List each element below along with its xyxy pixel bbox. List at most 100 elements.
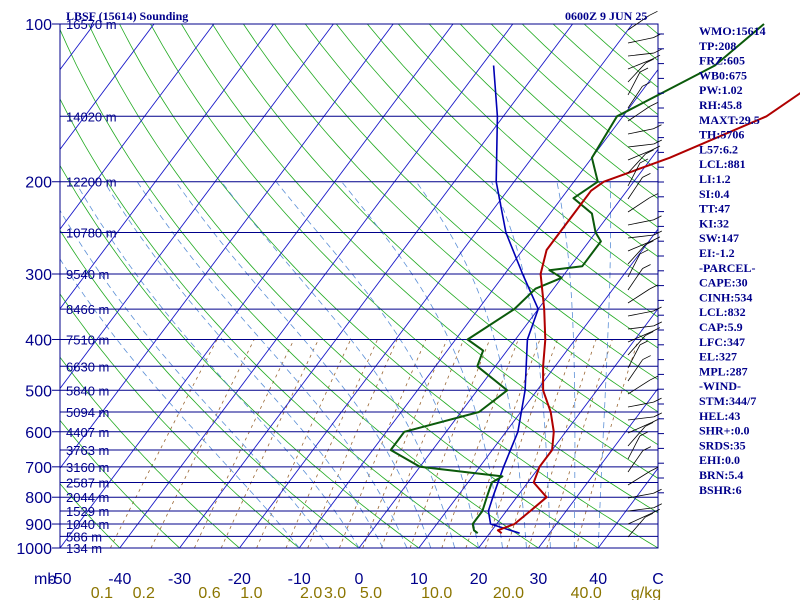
wind-barbs	[627, 10, 663, 538]
mixing-ratio-label: 0.1	[91, 585, 113, 600]
height-label: 1040 m	[66, 517, 109, 532]
height-label: 4407 m	[66, 425, 109, 440]
temperature-tick-label: 40	[589, 571, 607, 588]
wind-barb-flag	[639, 158, 649, 164]
moist-adiabat	[175, 181, 432, 548]
labels-layer: LBSF (15614) Sounding 0600Z 9 JUN 25 100…	[16, 9, 663, 600]
stability-index-entry: STM:344/7	[699, 394, 756, 408]
wind-barb-staff	[627, 517, 646, 538]
isotherm	[418, 228, 658, 548]
wind-barb-flag	[649, 284, 659, 290]
pressure-tick-label: 700	[25, 460, 52, 477]
dry-adiabat	[150, 24, 658, 514]
temperature-trace	[496, 92, 800, 534]
dry-adiabat	[60, 483, 121, 548]
wind-barb-staff	[627, 149, 653, 161]
stability-index-entry: MAXT:29.5	[699, 113, 760, 127]
mixing-ratio-label: 20.0	[493, 585, 524, 600]
wind-barb-flag	[639, 67, 649, 73]
wind-barb-staff	[627, 512, 652, 525]
moist-adiabat	[597, 181, 612, 548]
temperature-tick-label: -30	[168, 571, 191, 588]
stability-index-entry: SRDS:35	[699, 438, 746, 452]
height-label: 6630 m	[66, 359, 109, 374]
isotherm	[538, 387, 658, 548]
wind-barb-staff	[627, 162, 641, 187]
dry-adiabat	[60, 293, 300, 548]
temperature-tick-label: C	[652, 571, 664, 588]
stability-index-entry: TT:47	[699, 202, 730, 216]
mixing-ratio-label: 3.0	[324, 585, 346, 600]
stability-index-entry: L57:6.2	[699, 142, 738, 156]
height-label: 16570 m	[66, 17, 117, 32]
wind-barb-staff	[627, 244, 646, 265]
height-label: 3763 m	[66, 443, 109, 458]
mixing-ratio-label: 0.2	[133, 585, 155, 600]
isotherm	[60, 24, 215, 230]
wind-barb-staff	[627, 492, 654, 499]
height-label: 12200 m	[66, 175, 117, 190]
wind-barb-flag	[653, 306, 662, 312]
chart-title: LBSF (15614) Sounding	[66, 9, 188, 23]
dry-adiabat	[397, 24, 658, 258]
stability-index-entry: PW:1.02	[699, 83, 743, 97]
wind-barb-staff	[627, 426, 646, 447]
wind-barb-staff	[627, 359, 644, 382]
dry-adiabat	[60, 356, 241, 548]
wind-barb-staff	[627, 331, 653, 343]
wind-barb-staff	[627, 58, 653, 70]
stability-index-entry: WB0:675	[699, 68, 747, 82]
wind-barb-flag	[651, 236, 661, 242]
dry-adiabat	[366, 24, 658, 288]
pressure-tick-label: 500	[25, 383, 52, 400]
height-label: 5840 m	[66, 383, 109, 398]
height-label: 134 m	[66, 541, 102, 556]
height-label: 7510 m	[66, 332, 109, 347]
wind-barb-staff	[627, 62, 647, 83]
wind-barb-staff	[627, 143, 654, 148]
stability-index-entry: SW:147	[699, 231, 739, 245]
valid-time: 0600Z 9 JUN 25	[565, 9, 647, 23]
wind-barb-flag	[642, 446, 652, 451]
wind-barb-staff	[627, 106, 650, 122]
grid-layer	[59, 23, 659, 549]
pressure-tick-label: 400	[25, 332, 52, 349]
stability-index-entry: WMO:15614	[699, 24, 766, 38]
pressure-unit-label: mb	[34, 571, 56, 588]
mixing-ratio-label: 2.0	[300, 585, 322, 600]
wind-barb-flag	[651, 145, 661, 151]
pressure-tick-label: 100	[25, 17, 52, 34]
temperature-tick-label: -10	[288, 571, 311, 588]
wind-barb-flag	[653, 321, 662, 327]
wind-barb-flag	[653, 503, 662, 509]
isotherm	[60, 24, 274, 310]
stability-index-entry: EHI:0.0	[699, 453, 740, 467]
temperature-tick-label: -50	[48, 571, 71, 588]
wind-barb-staff	[627, 416, 654, 421]
wind-barb-flag	[642, 264, 651, 269]
moist-adiabat	[491, 181, 551, 548]
wind-barb-flag	[653, 230, 663, 236]
height-label: 2044 m	[66, 490, 109, 505]
wind-barb-flag	[639, 431, 649, 437]
dry-adiabat	[304, 24, 658, 349]
moist-adiabat	[74, 181, 360, 548]
dry-adiabat	[119, 24, 658, 548]
wind-barb-flag	[639, 340, 649, 346]
temperature-tick-label: -20	[228, 571, 251, 588]
isotherm	[60, 24, 155, 151]
stability-index-entry: EI:-1.2	[699, 246, 735, 260]
wind-barb-staff	[627, 128, 654, 135]
mixing-ratio-label: 5.0	[360, 585, 382, 600]
stability-index-entry: SHR+:0.0	[699, 424, 750, 438]
wind-barb-staff	[627, 435, 641, 460]
mixing-ratio-label: 0.6	[198, 585, 220, 600]
wind-barb-flag	[651, 54, 661, 60]
mixing-ratio-label: 1.0	[240, 585, 262, 600]
pressure-tick-label: 200	[25, 175, 52, 192]
grid-lines	[60, 24, 658, 548]
wind-barb-flag	[653, 124, 662, 130]
dry-adiabat	[60, 28, 540, 548]
wind-barb-staff	[627, 335, 646, 356]
wind-barb-flag	[649, 102, 658, 107]
